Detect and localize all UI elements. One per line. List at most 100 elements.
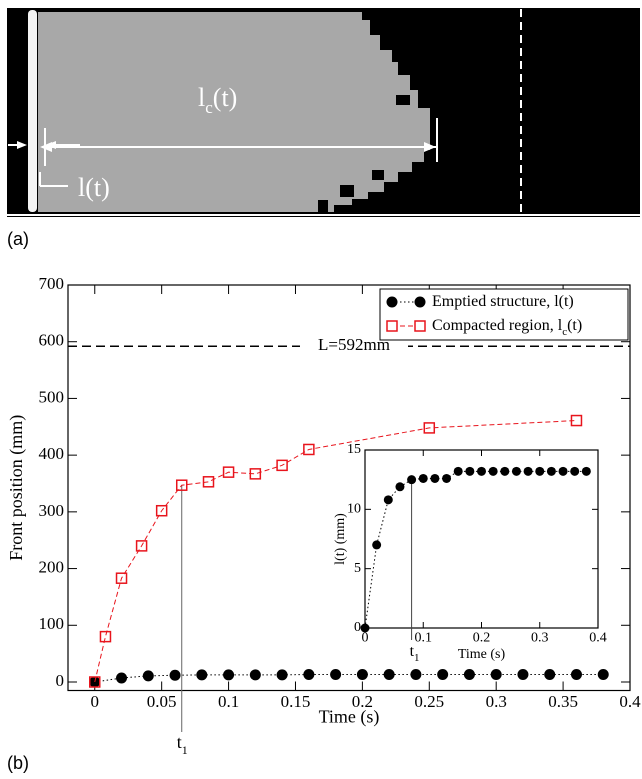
point (511, 466, 521, 476)
point (360, 623, 370, 633)
point (223, 669, 235, 681)
point (115, 572, 128, 584)
point (169, 669, 181, 681)
annotation: t1 (177, 732, 188, 757)
lc-label-main: l (198, 83, 205, 112)
point (423, 422, 436, 434)
point (490, 669, 502, 681)
inset-x-axis-label: Time (s) (458, 647, 506, 662)
void (318, 200, 328, 212)
point (407, 475, 417, 485)
lc-arrow (8, 118, 438, 187)
x-tick-label: 0.4 (589, 631, 607, 646)
inset-annotation-sub: 1 (414, 652, 420, 664)
point (544, 669, 556, 681)
y-tick-label: 600 (39, 331, 65, 350)
legend-marker (414, 320, 426, 332)
x-tick-label: 0.35 (548, 692, 578, 711)
x-tick-label: 0.2 (352, 692, 373, 711)
point (570, 466, 580, 476)
x-tick-label: 0.15 (281, 692, 311, 711)
point (155, 504, 168, 517)
y-tick-label: 10 (347, 502, 361, 517)
point (570, 414, 583, 427)
point (581, 466, 591, 476)
point (517, 669, 529, 681)
y-tick-label: 5 (354, 561, 361, 576)
y-tick-label: 0 (354, 620, 361, 635)
inset-annotation-main: t (410, 643, 415, 660)
point (442, 473, 452, 483)
y-tick-label: 100 (39, 614, 65, 633)
series-line (94, 420, 577, 683)
x-tick-label: 0.05 (147, 692, 177, 711)
x-tick-label: 0.4 (619, 692, 641, 711)
compacted-region (38, 12, 430, 212)
inset-annotation: t1 (410, 643, 420, 664)
x-tick-label: 0 (362, 631, 369, 646)
point (249, 468, 262, 480)
point (410, 669, 422, 681)
legend-label-sub: c (562, 326, 567, 338)
lc-label-suffix: (t) (213, 83, 238, 112)
void (340, 185, 354, 197)
emptied-strip (28, 10, 37, 212)
legend-label: Emptied structure, l(t) (432, 293, 574, 310)
void (372, 170, 384, 180)
point (175, 479, 188, 491)
legend-marker (386, 296, 398, 308)
point (89, 676, 101, 688)
x-tick-label: 0.1 (415, 631, 433, 646)
legend-label-name: Emptied structure, l(t) (432, 293, 574, 310)
point (383, 495, 393, 505)
point (463, 669, 475, 681)
point (142, 670, 154, 682)
point (303, 443, 315, 456)
point (488, 466, 498, 476)
point (222, 466, 235, 478)
x-tick-label: 0.25 (414, 692, 444, 711)
point (356, 669, 368, 681)
point (558, 466, 568, 476)
point (395, 482, 405, 492)
x-tick-label: 0 (91, 692, 100, 711)
l-label: l(t) (78, 173, 110, 202)
point (546, 466, 556, 476)
y-tick-label: 200 (39, 557, 65, 576)
legend-label-name: Compacted region, l (432, 317, 563, 334)
point (303, 669, 315, 681)
point (570, 669, 582, 681)
x-axis-label: Time (s) (319, 707, 380, 728)
point (597, 669, 609, 681)
point (430, 473, 440, 483)
point (249, 669, 261, 681)
x-tick-label: 0.1 (218, 692, 239, 711)
y-tick-label: 300 (39, 501, 65, 520)
point (465, 466, 475, 476)
legend-marker (414, 296, 426, 308)
void (396, 95, 410, 105)
x-tick-label: 0.2 (473, 631, 491, 646)
point (477, 466, 486, 476)
point (372, 540, 382, 550)
chart: 0 0.05 0.1 0.15 0.2 0.25 0.3 0.35 0.401002003004… (6, 274, 641, 757)
x-tick-label: 0.3 (486, 692, 507, 711)
y-axis-label: Front position (mm) (6, 415, 27, 561)
annotation-sub: 1 (182, 743, 188, 757)
legend-marker (386, 320, 398, 332)
point (276, 459, 288, 472)
point (383, 669, 395, 681)
point (116, 672, 128, 684)
plot-frame (364, 449, 599, 629)
point (135, 540, 148, 552)
lc-label-sub: c (205, 98, 213, 117)
y-tick-label: 400 (39, 444, 65, 463)
point (196, 669, 208, 681)
inset-y-axis-label: l(t) (mm) (333, 513, 348, 565)
point (535, 466, 545, 476)
legend-label-suffix: (t) (567, 317, 582, 334)
point (437, 669, 449, 681)
lc-label: lc(t) (198, 83, 237, 117)
